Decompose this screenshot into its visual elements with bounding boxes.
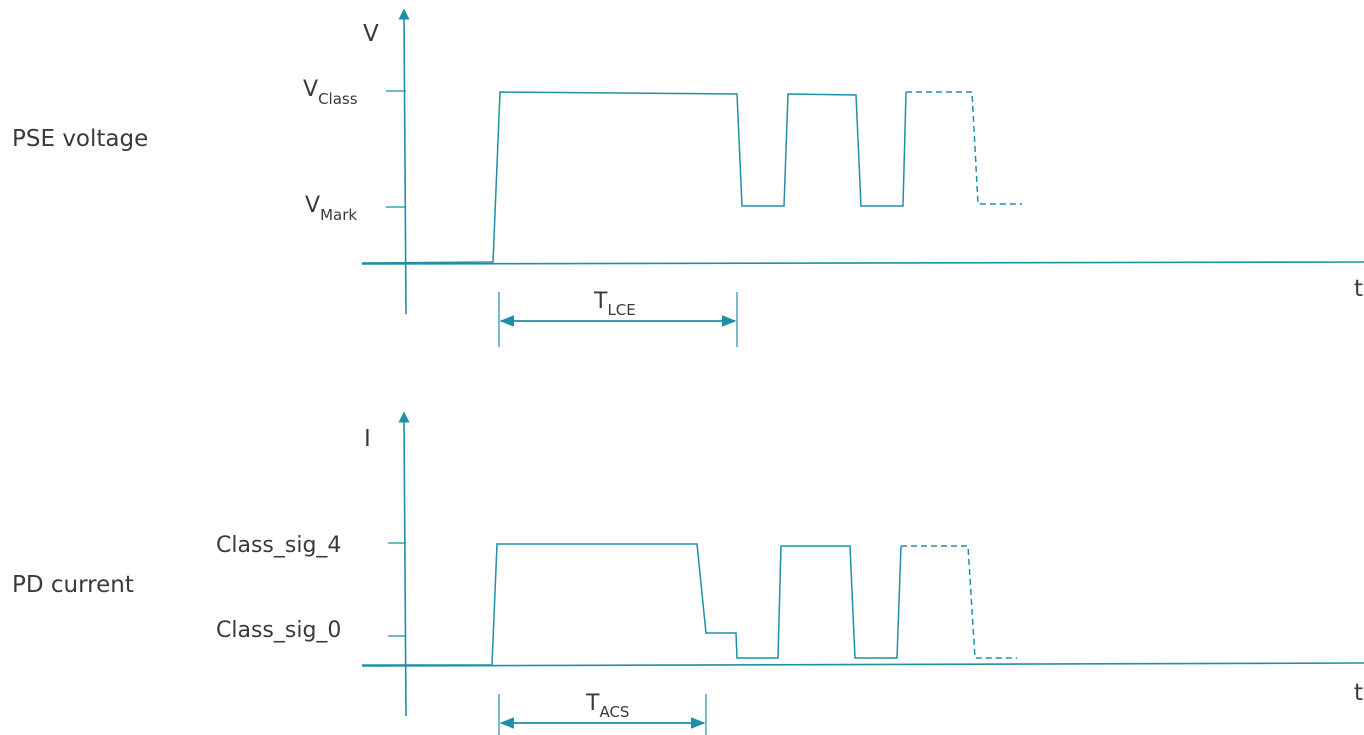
current-x-axis-label: t <box>1354 680 1363 706</box>
current-waveform <box>362 543 902 666</box>
class-sig-4-label: Class_sig_4 <box>216 533 341 558</box>
tacs-label: TACS <box>585 691 629 721</box>
vclass-label: VClass <box>303 77 358 108</box>
voltage-y-axis <box>398 8 410 315</box>
current-row-label: PD current <box>12 572 134 598</box>
voltage-waveform-continuation <box>906 91 1022 205</box>
class-sig-0-label: Class_sig_0 <box>216 618 341 643</box>
tlce-label: TLCE <box>593 289 636 319</box>
voltage-waveform <box>361 91 907 264</box>
current-panel: PD current I t Class_sig_4 Class_sig_0 T… <box>12 411 1364 735</box>
current-x-axis <box>361 662 1364 667</box>
voltage-x-axis-label: t <box>1354 276 1363 302</box>
voltage-x-axis <box>361 261 1364 265</box>
current-y-axis <box>398 411 410 717</box>
voltage-y-axis-label: V <box>363 21 379 47</box>
current-y-axis-label: I <box>364 426 371 452</box>
voltage-row-label: PSE voltage <box>12 126 148 152</box>
voltage-panel: PSE voltage V t VClass VMark TLCE <box>12 8 1364 347</box>
vmark-label: VMark <box>305 193 357 224</box>
current-waveform-continuation <box>901 545 1017 659</box>
